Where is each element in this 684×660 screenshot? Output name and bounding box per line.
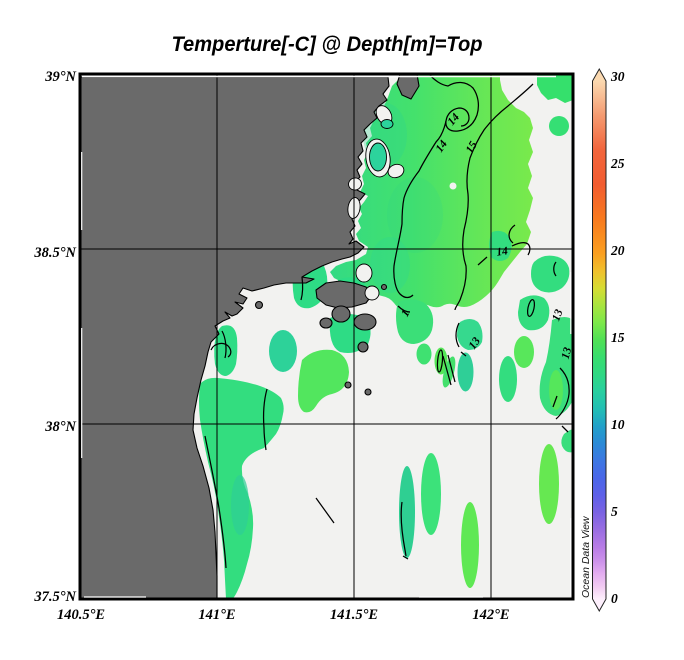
svg-text:15: 15	[611, 330, 625, 345]
svg-text:Temperture[-C] @ Depth[m]=Top: Temperture[-C] @ Depth[m]=Top	[172, 33, 483, 56]
svg-text:1: 1	[399, 308, 412, 319]
svg-text:142°E: 142°E	[472, 607, 510, 623]
svg-text:15: 15	[464, 139, 480, 155]
svg-text:37.5°N: 37.5°N	[33, 589, 76, 605]
svg-text:39°N: 39°N	[44, 69, 76, 85]
svg-text:10: 10	[611, 417, 625, 432]
svg-text:141.5°E: 141.5°E	[330, 607, 378, 623]
svg-text:38°N: 38°N	[44, 419, 76, 435]
svg-text:13: 13	[560, 346, 575, 360]
svg-text:13: 13	[550, 308, 565, 323]
svg-text:Ocean Data View: Ocean Data View	[580, 515, 592, 598]
svg-text:14: 14	[496, 245, 509, 259]
svg-text:0: 0	[611, 591, 618, 606]
svg-text:20: 20	[610, 243, 625, 258]
svg-text:25: 25	[610, 156, 625, 171]
svg-text:140.5°E: 140.5°E	[57, 607, 105, 623]
svg-text:141°E: 141°E	[198, 607, 236, 623]
svg-text:5: 5	[611, 504, 618, 519]
svg-text:38.5°N: 38.5°N	[33, 245, 76, 261]
svg-text:30: 30	[610, 69, 625, 84]
